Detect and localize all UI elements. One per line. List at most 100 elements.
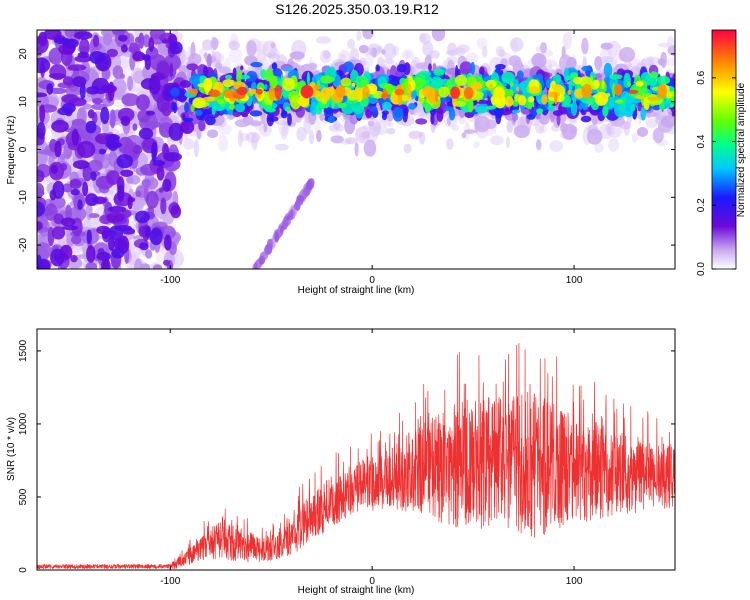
spectrogram-cell [280,225,284,232]
spectrogram-cell [422,40,434,57]
spectrogram-cell [448,107,456,121]
spectrogram-cell [37,57,51,74]
spectrogram-cell [645,118,658,129]
spectrogram-cell [489,83,493,90]
spectrogram-cell [237,130,244,147]
spectrogram-cell [61,183,73,193]
spectrogram-cell [627,81,631,88]
spectrogram-cell [330,135,344,144]
spectrogram-cell [331,101,335,109]
spectrogram-cell [667,45,675,56]
spectrogram-cell [504,107,510,112]
spectrogram-cell [190,41,196,60]
spectrogram-cell [96,251,112,261]
spectrogram-cell [383,42,396,61]
spectrogram-cell [428,63,432,72]
spectrogram-cell [363,139,377,157]
spectrogram-y-label: Frequency (Hz) [6,116,17,185]
spectrogram-cell [470,82,483,91]
spectrogram-cell [535,139,542,151]
spectrogram-cell [37,221,43,231]
spectrogram-cell [51,226,66,240]
spectrogram-heatmap [37,30,675,269]
colorbar-tick-label: 0.2 [696,198,707,212]
spectrogram-cell [345,137,357,145]
spectrogram-cell [113,237,128,251]
spectrogram-cell [106,48,118,58]
spectrogram-cell [474,105,488,114]
spectrogram-cell [100,106,110,125]
spectrogram-cell [340,77,352,87]
spectrogram-cell [118,34,128,42]
spectrogram-cell [636,127,649,137]
spectrogram-cell [306,180,313,191]
spectrogram-cell [255,88,263,95]
spectrogram-cell [70,235,82,245]
spectrogram-cell [37,242,52,260]
spectrogram-cell [362,85,370,99]
spectrogram-cell [183,117,194,122]
spectrogram-cell [62,225,79,231]
y-tick-label: 500 [18,488,29,505]
spectrogram-cell [280,110,288,119]
spectrogram-cell [536,108,544,114]
spectrogram-cell [594,91,609,106]
spectrogram-x-label: Height of straight line (km) [298,285,415,296]
spectrogram-cell [593,79,600,89]
spectrogram-cell [509,37,524,52]
spectrogram-cell [163,152,182,162]
spectrogram-cell [223,89,235,99]
spectrogram-cell [381,49,386,55]
colorbar-ticks: 0.00.20.40.6 [696,70,736,276]
spectrogram-cell [62,76,75,86]
spectrogram-cell [287,113,292,126]
spectrogram-cell [208,89,221,98]
spectrogram-cell [64,30,76,38]
spectrogram-cell [245,131,261,144]
spectrogram-cell [85,193,99,207]
spectrogram-cell [310,101,317,116]
spectrogram-cell [109,109,116,129]
spectrogram-cell [139,242,149,251]
colorbar-tick-label: 0.4 [696,134,707,148]
spectrogram-cell [142,54,151,62]
colorbar-label: Normalized spectral amplitude [736,82,747,217]
spectrogram-cell [435,89,439,103]
spectrogram-cell [511,109,521,114]
spectrogram-cell [509,81,514,87]
spectrogram-cell [561,46,566,59]
spectrogram-cell [451,124,459,131]
spectrogram-cell [66,257,83,269]
spectrogram-cell [470,61,476,75]
spectrogram-cell [581,83,592,99]
x-tick-label: 100 [566,275,583,286]
spectrogram-cell [211,37,219,50]
spectrogram-cell [107,81,115,102]
spectrogram-cell [86,229,92,245]
spectrogram-cell [229,47,243,64]
spectrogram-cell [116,154,133,169]
spectrogram-cell [101,257,111,269]
spectrogram-cell [561,103,574,108]
x-tick-label: -100 [160,275,180,286]
y-tick-label: 20 [18,48,29,60]
spectrogram-cell [283,67,292,71]
spectrogram-cell [581,37,589,55]
spectrogram-cell [479,66,485,76]
spectrogram-cell [106,170,120,186]
spectrogram-cell [266,116,279,122]
spectrogram-cell [455,74,468,86]
spectrogram-cell [50,248,65,267]
spectrogram-cell [467,98,474,113]
spectrogram-cell [570,101,578,116]
spectrogram-cell [506,120,514,133]
spectrogram-cell [354,86,360,100]
spectrogram-cell [170,204,182,219]
spectrogram-cell [149,227,163,246]
spectrogram-cell [179,80,192,88]
spectrogram-cell [600,42,613,50]
spectrogram-cell [474,115,491,133]
spectrogram-cell [202,96,216,102]
